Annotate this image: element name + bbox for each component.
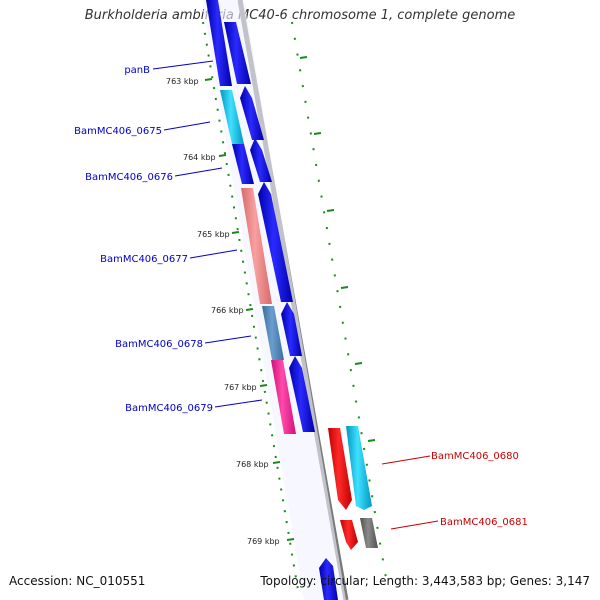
gene-label-BamMC406-0681[interactable]: BamMC406_0681 (440, 517, 528, 528)
cds-BamMC406-0681-pair (360, 518, 378, 548)
cds-forward-7 (319, 558, 338, 600)
cds-BamMC406-0680-pair (346, 426, 372, 510)
cds-forward-3 (250, 138, 272, 182)
tick-label-768kbp: 768 kbp (236, 460, 269, 469)
cds-BamMC406-0681 (340, 520, 358, 550)
tick-label-763kbp: 763 kbp (166, 77, 199, 86)
gene-label-BamMC406-0675[interactable]: BamMC406_0675 (74, 126, 162, 137)
outer-tick-scale (202, 21, 299, 591)
cds-panB-outer (206, 0, 232, 86)
tick-label-766kbp: 766 kbp (211, 306, 244, 315)
major-ticks (204, 56, 376, 541)
tick-label-765kbp: 765 kbp (197, 230, 230, 239)
gene-label-BamMC406-0679[interactable]: BamMC406_0679 (125, 403, 213, 414)
cds-BamMC406-0680 (328, 428, 352, 510)
tick-label-767kbp: 767 kbp (224, 383, 257, 392)
gene-label-BamMC406-0676[interactable]: BamMC406_0676 (85, 172, 173, 183)
cds-forward-5 (281, 302, 302, 356)
cds-BamMC406-0678 (262, 306, 284, 360)
gene-label-BamMC406-0677[interactable]: BamMC406_0677 (100, 254, 188, 265)
cds-BamMC406-0677 (241, 188, 272, 304)
label-connectors (152, 60, 439, 530)
cds-BamMC406-0676 (232, 144, 254, 184)
gene-label-panB[interactable]: panB (124, 65, 150, 76)
cds-forward-1 (224, 22, 251, 84)
cds-forward-2 (240, 86, 264, 140)
tick-label-764kbp: 764 kbp (183, 153, 216, 162)
cds-forward-4 (258, 182, 293, 302)
cds-forward-6 (289, 356, 315, 432)
map-title: Burkholderia ambifaria MC40-6 chromosome… (84, 8, 516, 23)
cds-BamMC406-0675 (220, 90, 244, 144)
tick-label-769kbp: 769 kbp (247, 537, 280, 546)
gene-label-BamMC406-0678[interactable]: BamMC406_0678 (115, 339, 203, 350)
genome-summary-text: Topology: circular; Length: 3,443,583 bp… (260, 574, 590, 588)
gene-label-BamMC406-0680[interactable]: BamMC406_0680 (431, 451, 519, 462)
cds-BamMC406-0679 (271, 360, 296, 434)
accession-text: Accession: NC_010551 (9, 574, 146, 588)
inner-tick-scale (291, 21, 389, 591)
